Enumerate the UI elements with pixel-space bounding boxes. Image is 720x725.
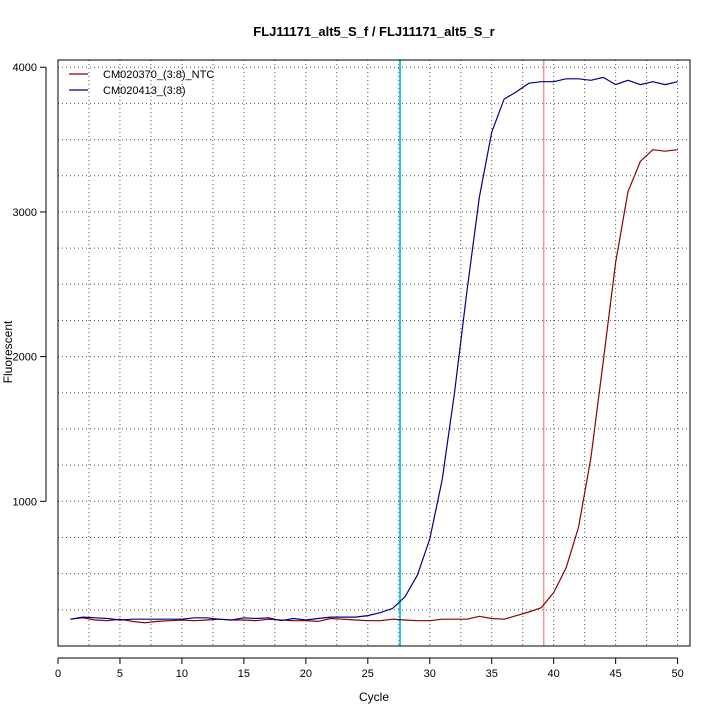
series-line-2: [70, 76, 678, 622]
x-tick-label: 10: [176, 668, 188, 680]
y-tick-label: 3000: [13, 207, 37, 219]
x-tick-label: 20: [300, 668, 312, 680]
x-tick-label: 0: [55, 668, 61, 680]
y-axis-label: Fluorescent: [1, 320, 15, 383]
x-tick-label: 5: [117, 668, 123, 680]
y-tick-label: 1000: [13, 496, 37, 508]
x-tick-label: 35: [486, 668, 498, 680]
chart-title: FLJ11171_alt5_S_f / FLJ11171_alt5_S_r: [253, 24, 494, 39]
threshold-lines: [399, 60, 545, 646]
x-tick-label: 45: [610, 668, 622, 680]
plot-frame: [57, 59, 691, 647]
x-tick-label: 25: [362, 668, 374, 680]
x-tick-label: 40: [548, 668, 560, 680]
grid: [58, 60, 690, 646]
y-axis: 1000 2000 3000 4000: [13, 62, 47, 508]
y-tick-label: 2000: [13, 352, 37, 364]
x-axis: 0 5 10 15 20 25 30 35 40 45 50: [55, 657, 684, 680]
y-tick-label: 4000: [13, 62, 37, 74]
x-tick-label: 50: [671, 668, 683, 680]
legend-label-ntc: CM020370_(3:8)_NTC: [103, 69, 214, 81]
x-tick-label: 30: [424, 668, 436, 680]
x-tick-label: 15: [238, 668, 250, 680]
legend: CM020370_(3:8)_NTC CM020413_(3:8): [69, 69, 214, 97]
series-line-1: [70, 149, 678, 624]
legend-label-sample: CM020413_(3:8): [103, 85, 186, 97]
series-lines: [70, 76, 678, 624]
x-axis-label: Cycle: [359, 690, 389, 704]
